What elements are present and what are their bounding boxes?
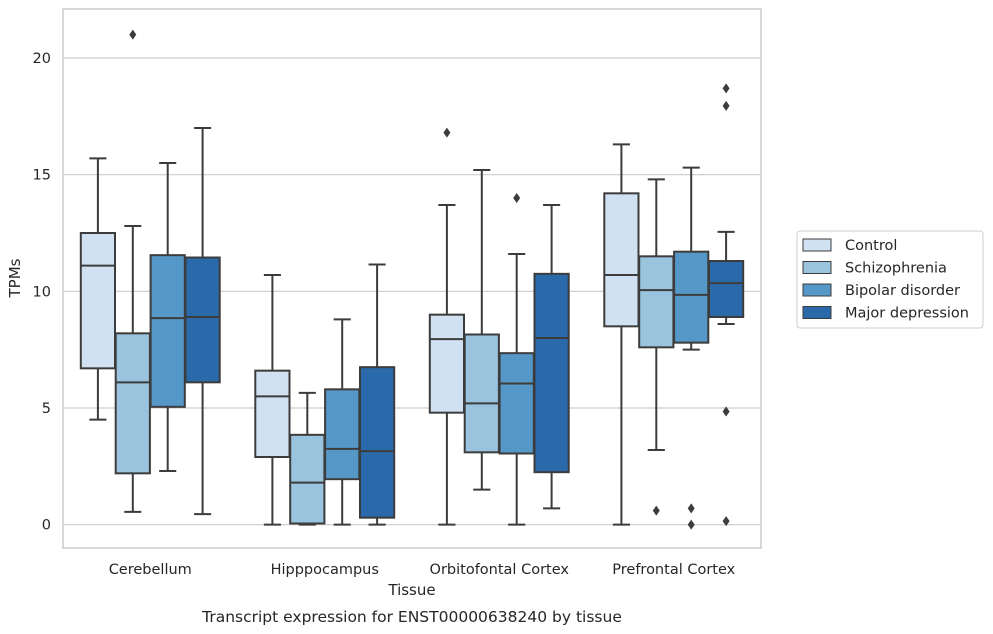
y-tick-label: 15 — [33, 168, 51, 184]
box-bipolar-disorder — [149, 162, 186, 472]
x-tick-label: Hipppocampus — [271, 562, 379, 578]
x-axis-label: Tissue — [387, 581, 435, 599]
box-iqr — [254, 369, 291, 458]
box-schizophrenia — [638, 178, 675, 516]
box-control — [254, 274, 291, 526]
legend-label: Control — [845, 238, 897, 254]
box-major-depression — [533, 204, 570, 510]
y-tick-label: 5 — [42, 401, 51, 417]
box-control — [79, 157, 117, 421]
outlier-point — [722, 83, 730, 94]
y-axis-label: TPMs — [6, 258, 24, 298]
legend-label: Schizophrenia — [845, 261, 947, 277]
legend-swatch — [802, 306, 832, 319]
box-bipolar-disorder — [673, 166, 710, 530]
outlier-point — [687, 519, 695, 530]
x-tick-label: Prefrontal Cortex — [612, 562, 735, 578]
outlier-point — [722, 100, 730, 111]
outlier-point — [722, 406, 730, 417]
box-iqr — [114, 332, 151, 475]
box-iqr — [358, 366, 396, 519]
legend-swatch — [802, 238, 832, 252]
box-bipolar-disorder — [324, 318, 361, 526]
outlier-point — [513, 193, 521, 203]
legend-frame — [796, 230, 984, 329]
x-tick-label: Cerebellum — [109, 562, 192, 578]
box-schizophrenia — [114, 29, 151, 513]
box-schizophrenia — [289, 391, 326, 526]
boxes — [79, 29, 745, 530]
box-iqr — [707, 260, 745, 318]
legend-swatch — [802, 283, 832, 297]
y-tick-label: 0 — [42, 518, 51, 534]
box-iqr — [324, 388, 361, 481]
outlier-point — [687, 503, 695, 514]
x-tick-labels: Cerebellum Hipppocampus Orbitofontal Corte… — [109, 562, 736, 578]
y-tick-labels: 0 5 10 15 20 — [33, 51, 51, 534]
box-iqr — [673, 250, 710, 344]
box-bipolar-disorder — [498, 193, 535, 526]
outlier-point — [652, 505, 660, 516]
y-tick-label: 10 — [33, 284, 51, 300]
outlier-point — [722, 516, 730, 527]
outlier-point — [129, 29, 137, 40]
legend-swatch — [802, 261, 832, 274]
box-schizophrenia — [463, 169, 500, 491]
box-iqr — [498, 352, 535, 455]
legend-label: Bipolar disorder — [845, 283, 960, 299]
box-iqr — [533, 272, 570, 474]
plot-area-frame — [62, 8, 762, 549]
box-iqr — [79, 232, 117, 370]
box-iqr — [463, 333, 500, 454]
box-iqr — [603, 192, 640, 328]
box-iqr — [184, 256, 221, 384]
outlier-point — [443, 127, 451, 138]
chart-caption: Transcript expression for ENST0000063824… — [201, 608, 622, 626]
legend: Control Schizophrenia Bipolar disorder Majo… — [796, 230, 984, 329]
box-iqr — [149, 254, 186, 408]
box-control — [603, 143, 640, 526]
box-iqr — [289, 433, 326, 525]
y-tick-label: 20 — [33, 51, 51, 67]
legend-label: Major depression — [845, 306, 969, 322]
box-iqr — [428, 313, 466, 414]
x-tick-label: Orbitofontal Cortex — [430, 562, 570, 578]
box-major-depression — [707, 83, 745, 527]
box-major-depression — [358, 263, 396, 526]
box-iqr — [638, 255, 675, 349]
box-control — [428, 127, 466, 526]
box-major-depression — [184, 127, 221, 516]
